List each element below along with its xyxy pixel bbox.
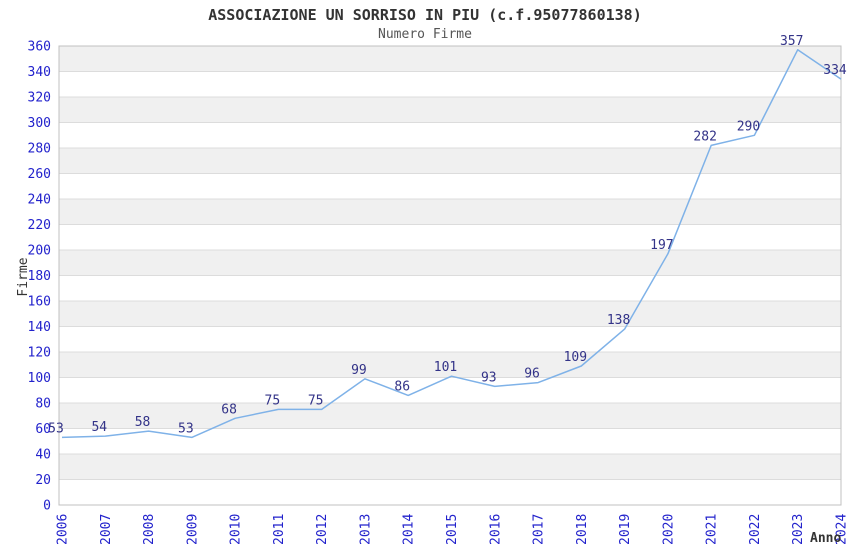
x-tick-label: 2017 xyxy=(532,514,547,545)
y-tick-label: 360 xyxy=(28,40,51,55)
y-tick-label: 180 xyxy=(28,269,51,284)
y-axis-title: Firme xyxy=(16,257,31,296)
grid-band xyxy=(59,148,841,174)
y-tick-label: 20 xyxy=(35,473,51,488)
grid-band xyxy=(59,301,841,327)
value-label: 357 xyxy=(780,34,803,49)
y-tick-label: 320 xyxy=(28,91,51,106)
y-tick-label: 40 xyxy=(35,448,51,463)
x-tick-label: 2009 xyxy=(185,514,200,545)
grid-band xyxy=(59,352,841,378)
y-tick-label: 300 xyxy=(28,116,51,131)
value-label: 75 xyxy=(308,393,324,408)
y-tick-label: 200 xyxy=(28,244,51,259)
value-label: 53 xyxy=(178,421,194,436)
x-tick-label: 2018 xyxy=(575,514,590,545)
x-tick-label: 2010 xyxy=(229,514,244,545)
x-tick-label: 2021 xyxy=(705,514,720,545)
x-tick-label: 2024 xyxy=(835,514,850,545)
x-tick-label: 2013 xyxy=(358,514,373,545)
x-axis-title: Anno xyxy=(810,531,841,546)
chart-title: ASSOCIAZIONE UN SORRISO IN PIU (c.f.9507… xyxy=(208,6,642,24)
x-tick-label: 2011 xyxy=(272,514,287,545)
y-tick-label: 340 xyxy=(28,65,51,80)
value-label: 197 xyxy=(650,238,673,253)
value-label: 58 xyxy=(135,415,151,430)
value-label: 54 xyxy=(91,420,107,435)
x-tick-label: 2019 xyxy=(618,514,633,545)
y-tick-label: 60 xyxy=(35,422,51,437)
value-label: 109 xyxy=(564,350,587,365)
value-label: 86 xyxy=(394,379,410,394)
y-tick-label: 80 xyxy=(35,397,51,412)
grid-band xyxy=(59,199,841,225)
x-tick-label: 2014 xyxy=(402,514,417,545)
x-tick-label: 2020 xyxy=(661,514,676,545)
value-label: 99 xyxy=(351,363,367,378)
y-tick-label: 260 xyxy=(28,167,51,182)
grid-band xyxy=(59,403,841,429)
data-line xyxy=(61,49,842,439)
value-label: 290 xyxy=(737,119,760,134)
y-tick-label: 240 xyxy=(28,193,51,208)
plot-border xyxy=(58,45,842,506)
y-tick-label: 280 xyxy=(28,142,51,157)
x-tick-label: 2023 xyxy=(791,514,806,545)
y-tick-label: 140 xyxy=(28,320,51,335)
value-label: 96 xyxy=(524,367,540,382)
x-tick-label: 2015 xyxy=(445,514,460,545)
value-label: 138 xyxy=(607,313,630,328)
value-label: 93 xyxy=(481,370,497,385)
x-tick-label: 2007 xyxy=(99,514,114,545)
grid-band xyxy=(59,454,841,480)
y-tick-label: 0 xyxy=(43,499,51,514)
value-label: 53 xyxy=(48,421,64,436)
y-tick-label: 220 xyxy=(28,218,51,233)
value-label: 101 xyxy=(434,360,457,375)
value-label: 75 xyxy=(265,393,281,408)
x-tick-label: 2006 xyxy=(56,514,71,545)
x-tick-label: 2008 xyxy=(142,514,157,545)
value-label: 334 xyxy=(823,63,847,78)
value-label: 282 xyxy=(693,129,716,144)
grid-band xyxy=(59,46,841,72)
chart-subtitle: Numero Firme xyxy=(378,27,472,42)
value-label: 68 xyxy=(221,402,237,417)
x-tick-label: 2022 xyxy=(748,514,763,545)
grid-band xyxy=(59,250,841,276)
y-tick-label: 100 xyxy=(28,371,51,386)
x-tick-label: 2016 xyxy=(488,514,503,545)
y-tick-label: 120 xyxy=(28,346,51,361)
x-tick-label: 2012 xyxy=(315,514,330,545)
grid-band xyxy=(59,97,841,123)
y-tick-label: 160 xyxy=(28,295,51,310)
